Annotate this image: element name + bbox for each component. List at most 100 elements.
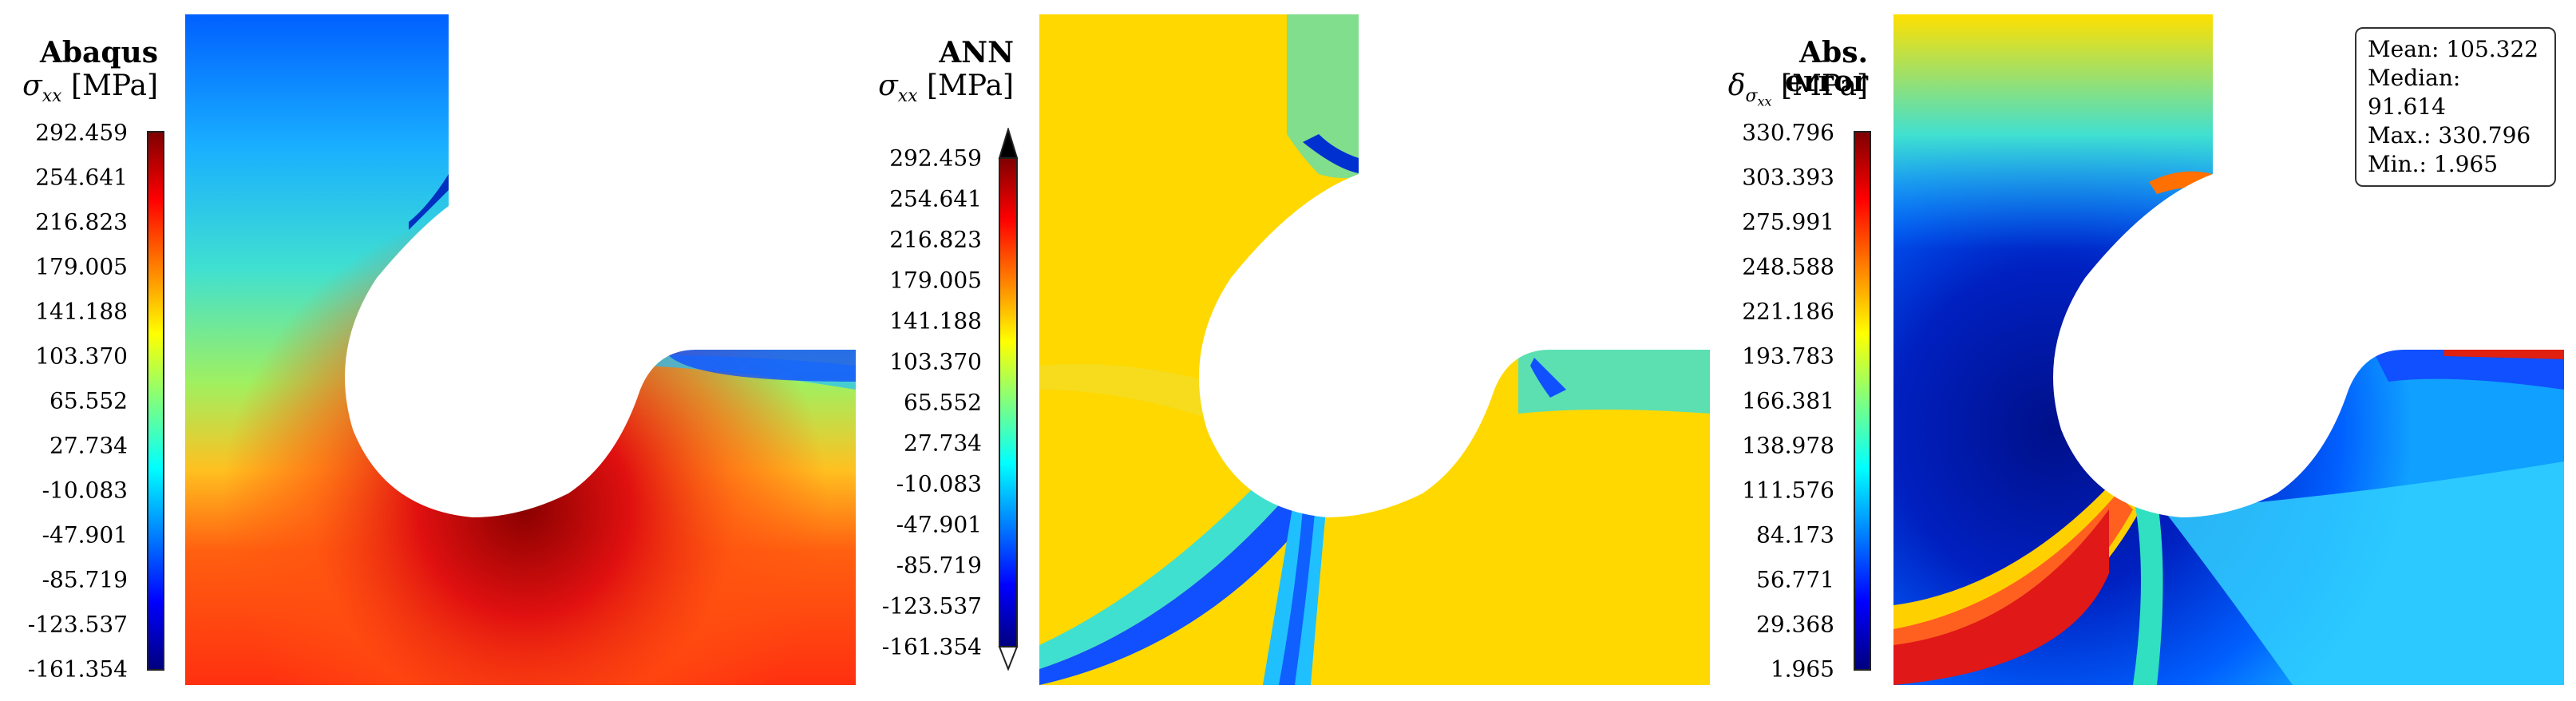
field-band [1039, 364, 1239, 430]
quantity-label: σxx [MPa] [862, 72, 1014, 111]
colorbar-ticks: 292.459 254.641 216.823 179.005 141.188 … [862, 145, 982, 660]
colorbar-tick: 248.588 [1742, 253, 1834, 280]
colorbar-tick: 303.393 [1742, 164, 1834, 191]
field-band [2133, 493, 2163, 685]
colorbar-with-arrows [998, 128, 1019, 671]
colorbar-tick: 193.783 [1742, 343, 1834, 370]
stat-row: Min.: 1.965 [2368, 150, 2543, 179]
field-band [1039, 461, 1303, 669]
stat-value: 330.796 [2438, 122, 2531, 149]
colorbar-tick: 216.823 [889, 226, 982, 253]
colorbar-tick: 179.005 [889, 267, 982, 294]
colorbar-tick: -123.537 [27, 611, 128, 638]
panel-title: Abs. error [1785, 36, 1868, 98]
stat-value: 1.965 [2433, 151, 2499, 177]
colorbar-tick: 179.005 [35, 253, 128, 280]
colorbar-tick: 1.965 [1770, 655, 1834, 683]
colorbar-tick: -85.719 [42, 566, 128, 593]
colorbar-tick: 141.188 [35, 298, 128, 325]
colorbar-min-arrow [998, 646, 1019, 671]
quantity-symbol: δ [1727, 69, 1746, 102]
colorbar-tick: 103.370 [35, 343, 128, 370]
stress-field-plot [1039, 14, 1710, 685]
notch-cutout [1199, 14, 1710, 517]
colorbar-tick: 56.771 [1756, 566, 1834, 593]
field-band [1279, 509, 1315, 685]
stress-field-plot [185, 14, 856, 685]
colorbar-ticks: 330.796 303.393 275.991 248.588 221.186 … [1716, 120, 1834, 683]
stat-row: Median: 91.614 [2368, 64, 2543, 121]
stress-field-svg [1039, 14, 1710, 685]
colorbar-tick: 292.459 [35, 119, 128, 146]
stress-field-svg [185, 14, 856, 685]
notch-cutout [345, 14, 856, 517]
colorbar-tick: 84.173 [1756, 521, 1834, 549]
notch-concentration [409, 174, 449, 230]
quantity-symbol: σ [878, 69, 898, 102]
colorbar-tick: -10.083 [896, 470, 982, 497]
colorbar-tick: 216.823 [35, 208, 128, 236]
colorbar-tick: 221.186 [1742, 298, 1834, 325]
colorbar-tick: 65.552 [904, 389, 982, 416]
colorbar-tick: 330.796 [1742, 119, 1834, 146]
colorbar-tick: -10.083 [42, 477, 128, 504]
stat-row: Max.: 330.796 [2368, 121, 2543, 150]
colorbar-tick: 254.641 [35, 164, 128, 191]
colorbar-tick: 27.734 [904, 430, 982, 457]
colorbar-tick: -85.719 [896, 552, 982, 579]
stat-row: Mean: 105.322 [2368, 35, 2543, 64]
field-hotspot [1893, 509, 2109, 685]
notch-concentration [1303, 134, 1367, 174]
field-band [2372, 350, 2564, 390]
colorbar-tick: 138.978 [1742, 432, 1834, 459]
quantity-subscript: σ [1745, 86, 1758, 107]
colorbar-tick: 29.368 [1756, 611, 1834, 638]
colorbar-max-arrow [998, 128, 1019, 159]
panel-title: Abaqus [39, 36, 158, 69]
panel-ann: ANN σxx [MPa] 292.459 254.641 216.823 17… [862, 0, 1716, 701]
panel-title: ANN [939, 36, 1014, 69]
colorbar [147, 131, 164, 671]
quantity-symbol: σ [22, 69, 42, 102]
quantity-unit: [MPa] [926, 69, 1014, 102]
colorbar [999, 157, 1018, 648]
colorbar-tick: 103.370 [889, 348, 982, 375]
colorbar-ticks: 292.459 254.641 216.823 179.005 141.188 … [0, 120, 128, 683]
colorbar-tick: -161.354 [881, 633, 982, 660]
notch-concentration [2149, 171, 2213, 194]
colorbar-tick: 65.552 [49, 387, 128, 414]
stat-label: Median: [2368, 65, 2461, 91]
quantity-unit: [MPa] [1780, 69, 1868, 102]
panel-abs-error: Abs. error δσxx [MPa] 330.796 303.393 27… [1716, 0, 2576, 701]
error-statistics-box: Mean: 105.322 Median: 91.614 Max.: 330.7… [2355, 27, 2556, 187]
colorbar-tick: 111.576 [1742, 477, 1834, 504]
quantity-subscript2: xx [1757, 93, 1772, 109]
colorbar-tick: 27.734 [49, 432, 128, 459]
field-band [2157, 461, 2564, 685]
stat-label: Min.: [2368, 151, 2427, 177]
colorbar-tick: -161.354 [27, 655, 128, 683]
panel-abaqus: Abaqus σxx [MPa] 292.459 254.641 216.823… [0, 0, 862, 701]
field-band [664, 350, 856, 382]
colorbar-tick: 275.991 [1742, 208, 1834, 236]
notch-concentration [1530, 358, 1566, 398]
quantity-subscript: xx [42, 86, 62, 107]
field-hotspot [2444, 350, 2564, 359]
stat-label: Max.: [2368, 122, 2432, 149]
colorbar-tick: 141.188 [889, 307, 982, 335]
colorbar [1854, 131, 1871, 671]
colorbar-tick: -47.901 [896, 511, 982, 538]
stat-label: Mean: [2368, 36, 2439, 62]
colorbar-tick: 292.459 [889, 145, 982, 172]
field-band [1518, 350, 1710, 414]
stat-value: 91.614 [2368, 93, 2446, 120]
colorbar-tick: -47.901 [42, 521, 128, 549]
quantity-label: δσxx [MPa] [1716, 72, 1868, 117]
colorbar-tick: 166.381 [1742, 387, 1834, 414]
quantity-label: σxx [MPa] [0, 72, 158, 111]
quantity-subscript: xx [897, 86, 918, 107]
colorbar-tick: 254.641 [889, 185, 982, 212]
colorbar-tick: -123.537 [881, 592, 982, 620]
quantity-unit: [MPa] [70, 69, 158, 102]
field-band [1287, 14, 1375, 178]
